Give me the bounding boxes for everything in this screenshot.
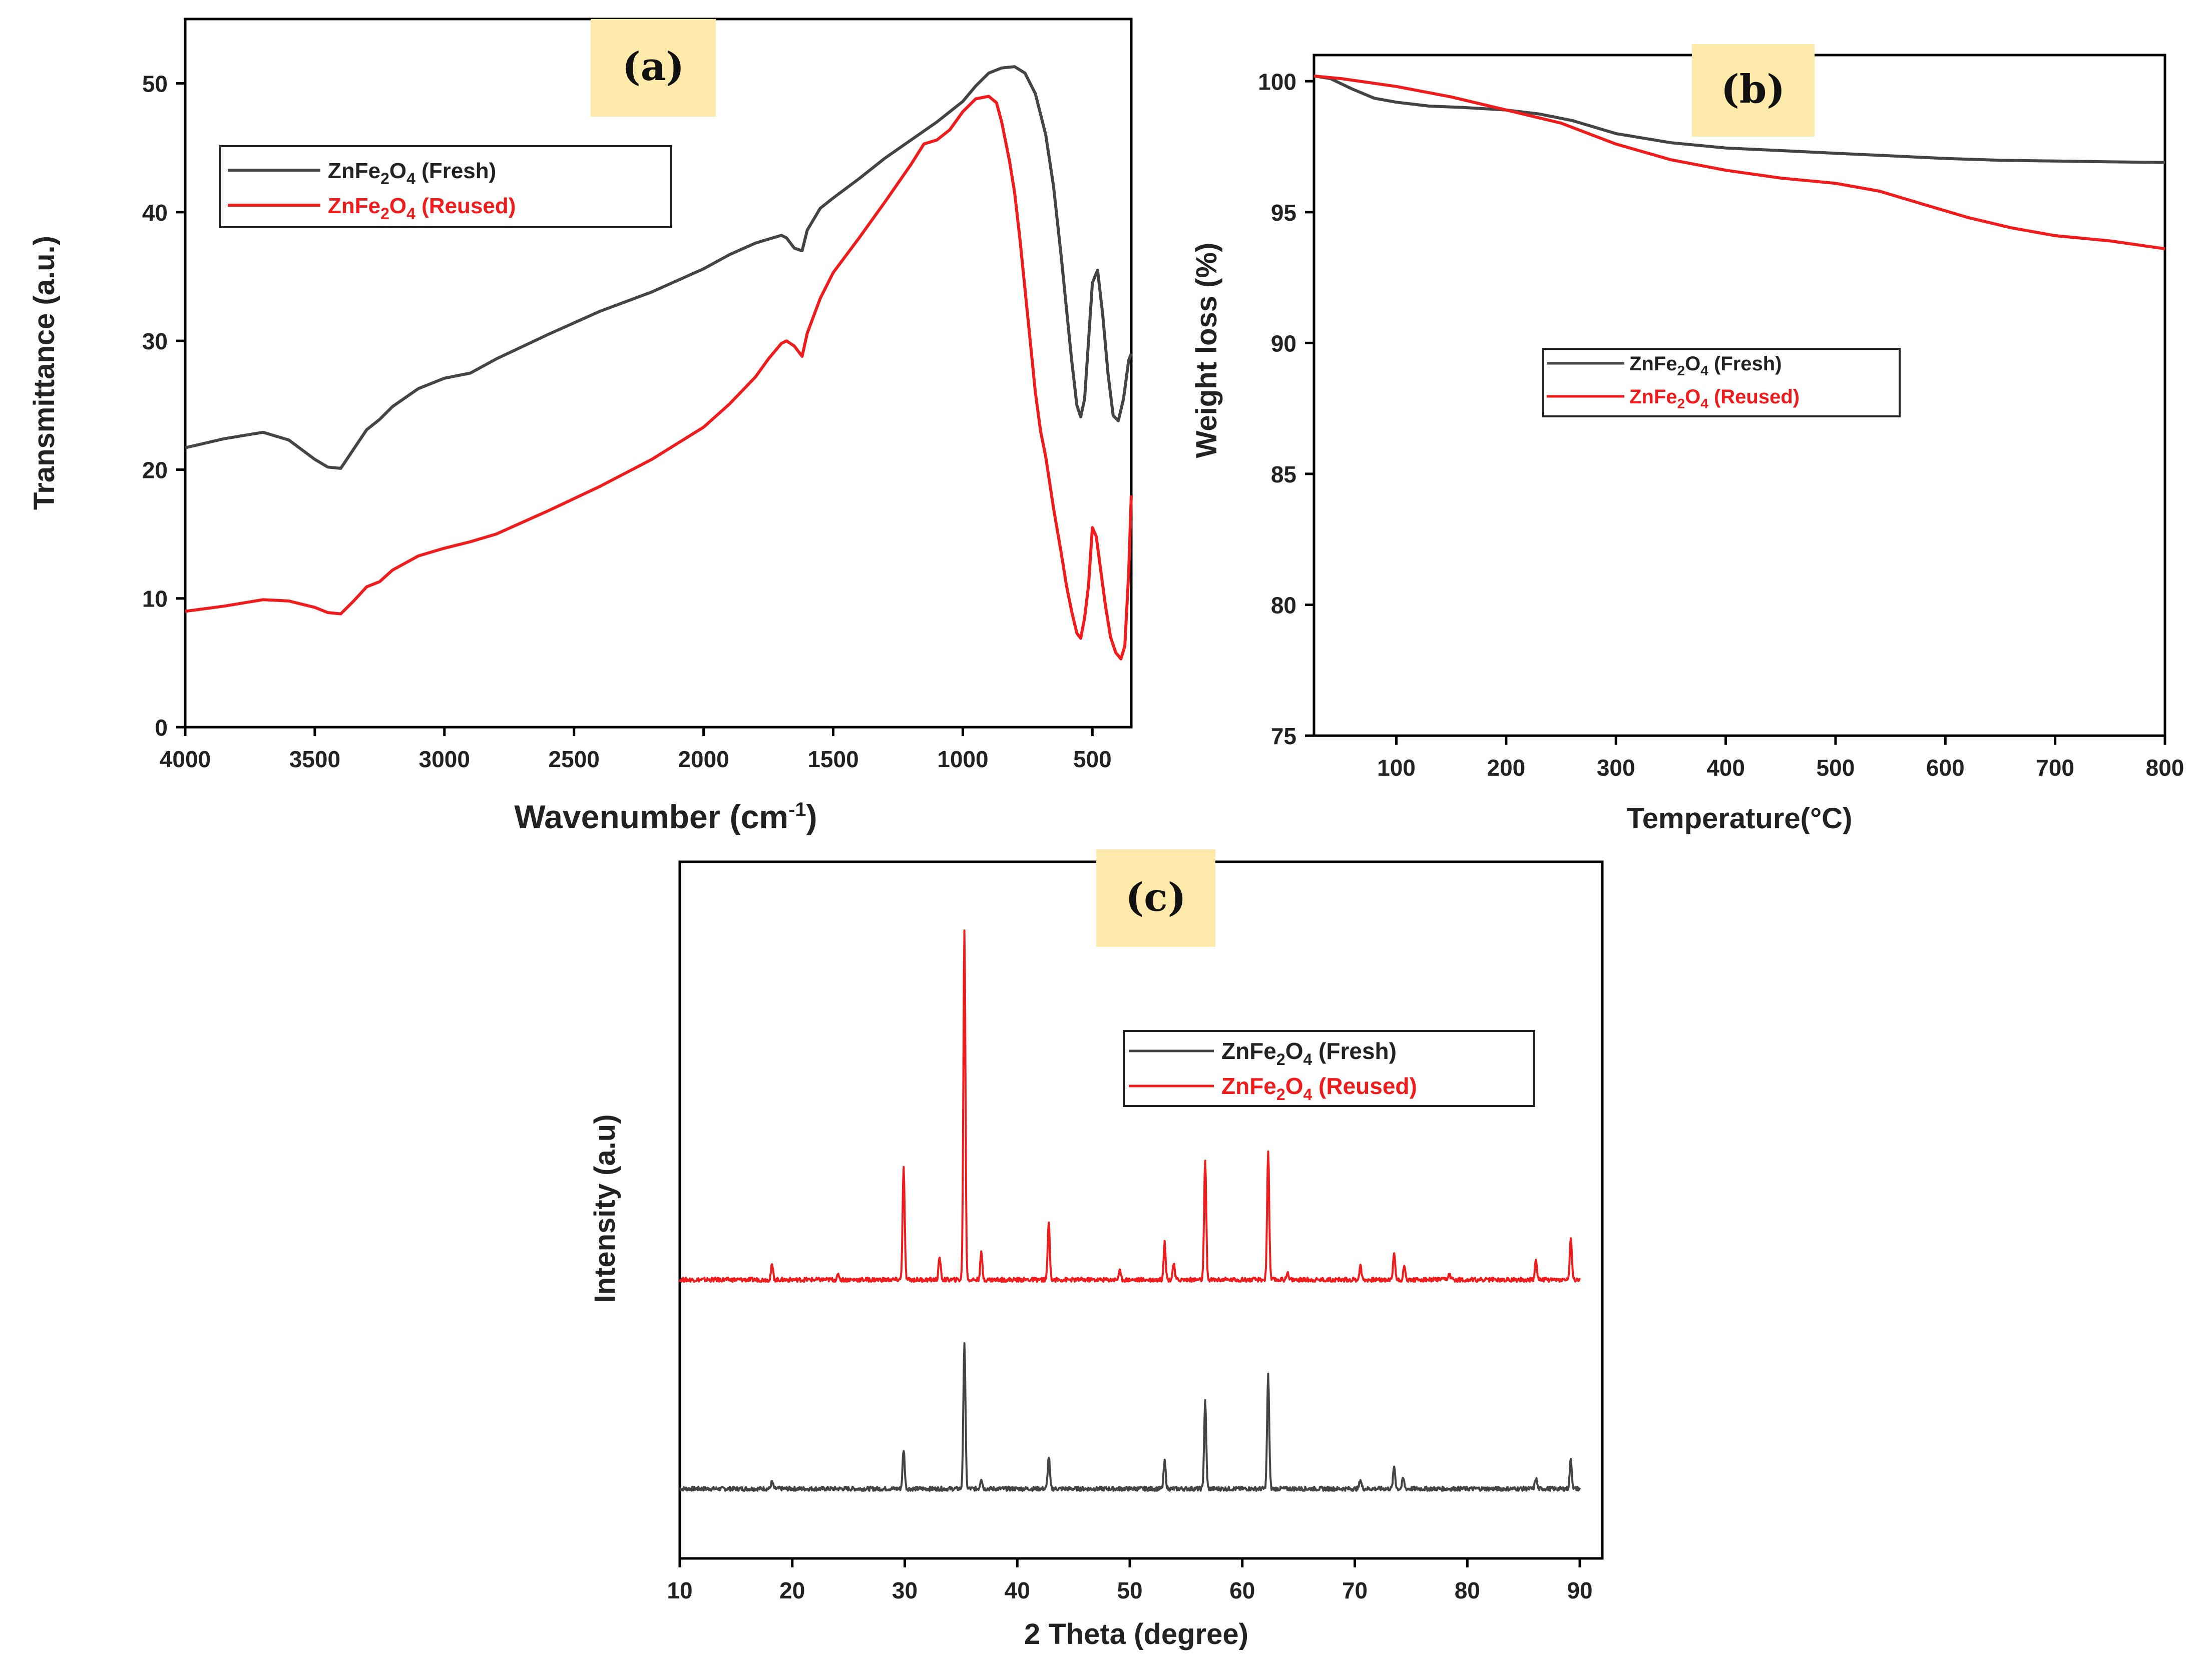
panel-b-y-tick-label: 100: [1258, 69, 1296, 95]
panel-a-y-tick-label: 10: [142, 586, 168, 612]
panel-a-x-tick-label: 4000: [160, 746, 211, 772]
panel-a-y-axis-title: Transmittance (a.u.): [28, 236, 61, 510]
panel-a-tag: (a): [622, 44, 684, 90]
panel-a-legend-fresh: ZnFe2O4 (Fresh): [328, 159, 496, 188]
panel-b-y-tick-label: 85: [1271, 461, 1296, 487]
panel-c-xrd: 10 20 30 40 50 60 70 80 90 (c) ZnFe2O4 (Fresh) Z…: [589, 849, 1604, 1650]
panel-c-x-tick-label: 20: [779, 1577, 805, 1603]
panel-b-legend-reused: ZnFe2O4 (Reused): [1629, 386, 1800, 411]
panel-b-y-tick-label: 90: [1271, 330, 1296, 356]
panel-a-y-tick-label: 40: [142, 200, 168, 226]
panel-c-series-reused: [679, 929, 1581, 1283]
panel-b-x-axis-title: Temperature(°C): [1627, 802, 1853, 835]
panel-b-legend-box: [1542, 348, 1901, 417]
panel-c-x-tick-label: 50: [1117, 1577, 1142, 1603]
panel-b-tag-box: [1692, 44, 1815, 137]
panel-c-curves: [679, 929, 1581, 1492]
panel-a-x-tick-label: 3500: [289, 746, 340, 772]
panel-c-legend-reused: ZnFe2O4 (Reused): [1221, 1073, 1417, 1103]
panel-a-ftir: 4000 3500 3000 2500 2000 1500 1000 500 0 10 20 30 40…: [28, 18, 1133, 835]
panel-c-x-tick-label: 80: [1455, 1577, 1480, 1603]
panel-a-plot-frame: [184, 18, 1133, 729]
panel-c-plot-frame: [678, 860, 1604, 1560]
panel-b-x-tick-label: 400: [1706, 755, 1745, 781]
panel-b-tag: (b): [1721, 67, 1785, 112]
panel-b-x-tick-label: 600: [1926, 755, 1965, 781]
panel-a-x-axis-title: Wavenumber (cm-1): [514, 798, 817, 835]
panel-a-series-reused: [185, 95, 1133, 661]
panel-b-legend: ZnFe2O4 (Fresh) ZnFe2O4 (Reused): [1542, 348, 1901, 417]
panel-b-y-tick-label: 95: [1271, 200, 1296, 226]
panel-c-x-tick-label: 40: [1005, 1577, 1030, 1603]
panel-c-x-tick-label: 60: [1229, 1577, 1255, 1603]
panel-c-y-axis-title: Intensity (a.u): [589, 1114, 621, 1303]
panel-c-legend-box: [1123, 1030, 1535, 1107]
panel-b-tga: 100 200 300 400 500 600 700 800 75 80 85 90 95 100 (b…: [1190, 44, 2184, 835]
panel-b-y-tick-label: 75: [1271, 723, 1296, 749]
panel-a-y-tick-label: 0: [155, 715, 168, 741]
panel-a-y-tick-label: 20: [142, 457, 168, 483]
panel-a-x-tick-label: 1000: [937, 746, 988, 772]
panel-b-series-reused: [1313, 74, 2165, 251]
panel-c-tag: (c): [1125, 875, 1186, 920]
panel-b-y-tick-label: 80: [1271, 592, 1296, 618]
panel-a-legend-box: [219, 145, 672, 228]
panel-c-x-tick-label: 30: [892, 1577, 918, 1603]
panel-c-series-fresh: [679, 1342, 1581, 1492]
panel-c-x-tick-label: 10: [667, 1577, 692, 1603]
panel-a-x-tick-label: 1500: [807, 746, 858, 772]
panel-a-x-tick-label: 2500: [549, 746, 600, 772]
panel-b-x-tick-label: 100: [1377, 755, 1416, 781]
panel-b-x-tick-label: 200: [1487, 755, 1525, 781]
panel-c-ticks: 10 20 30 40 50 60 70 80 90: [667, 1558, 1593, 1603]
panel-a-x-tick-label: 500: [1073, 746, 1112, 772]
panel-a-legend: ZnFe2O4 (Fresh) ZnFe2O4 (Reused): [219, 145, 672, 228]
panel-a-legend-reused: ZnFe2O4 (Reused): [328, 194, 516, 223]
panel-a-series-fresh: [185, 65, 1133, 470]
panel-c-x-tick-label: 70: [1342, 1577, 1368, 1603]
panel-c-x-tick-label: 90: [1567, 1577, 1592, 1603]
panel-c-x-axis-title: 2 Theta (degree): [1024, 1618, 1248, 1650]
panel-b-y-axis-title: Weight loss (%): [1190, 243, 1223, 458]
panel-b-series-fresh: [1313, 74, 2165, 164]
panel-a-y-tick-label: 50: [142, 71, 168, 97]
panel-b-curves: [1313, 74, 2165, 251]
panel-a-ticks: 4000 3500 3000 2500 2000 1500 1000 500 0 10 20 30 40…: [142, 71, 1112, 772]
panel-c-tag-box: [1096, 849, 1215, 947]
panel-a-x-tick-label: 3000: [419, 746, 470, 772]
panel-a-y-tick-label: 30: [142, 328, 168, 354]
panel-a-x-tick-label: 2000: [678, 746, 729, 772]
panel-b-x-tick-label: 700: [2036, 755, 2074, 781]
panel-c-legend: ZnFe2O4 (Fresh) ZnFe2O4 (Reused): [1123, 1030, 1535, 1107]
panel-b-ticks: 100 200 300 400 500 600 700 800 75 80 85 90 95 100: [1258, 69, 2184, 781]
panel-b-x-tick-label: 300: [1597, 755, 1635, 781]
panel-b-x-tick-label: 500: [1817, 755, 1855, 781]
panel-b-x-tick-label: 800: [2146, 755, 2184, 781]
panel-a-tag-box: [591, 19, 716, 117]
panel-a-curves: [185, 65, 1133, 661]
